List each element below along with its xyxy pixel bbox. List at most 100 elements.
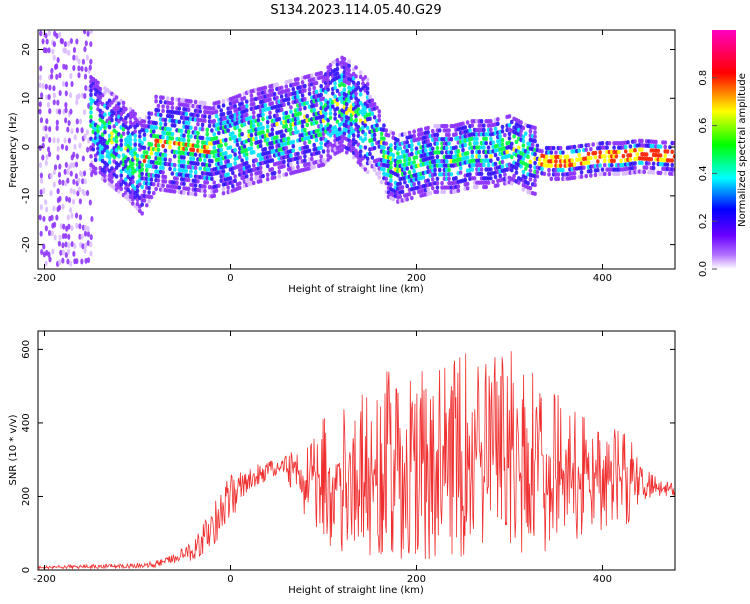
spectrogram-cell [265,163,270,169]
spectrogram-cell [410,143,414,148]
spectrogram-cell [161,165,165,171]
spectrogram-cell [551,145,556,151]
spectrogram-cell [600,167,605,172]
spectrogram-cell [107,120,112,125]
spectrogram-cell [145,128,149,133]
spectrogram-cell [80,171,84,178]
spectrogram-cell [370,155,375,160]
spectrogram-cell [379,131,384,137]
spectrogram-cell [64,107,68,114]
spectrogram-cell [396,173,400,178]
spectrogram-cell [237,137,242,142]
spectrogram-cell [265,172,270,178]
spectrogram-cell [540,166,544,172]
spectrogram-cell [149,194,154,200]
spectrogram-cell [240,131,244,137]
spectrogram-cell [189,99,193,104]
spectrogram-cell [200,127,205,132]
spectrogram-cell [114,174,119,179]
spectrogram-cell [58,163,62,170]
spectrogram-cell [407,130,412,135]
spectrogram-cell [275,121,279,127]
spectrogram-cell [512,173,516,179]
spectrogram-cell [128,137,133,142]
spectrogram-cell [147,190,151,195]
spectrogram-cell [210,176,214,181]
spectrogram-cell [254,136,258,141]
spectrogram-cell [665,149,670,154]
spectrogram-cell [489,167,493,172]
spectrogram-cell [56,56,60,63]
spectrogram-cell [468,141,472,146]
spectrogram-cell [333,94,337,99]
spectrogram-cell [75,55,79,62]
spectrogram-cell [212,180,217,185]
spectrogram-cell [533,191,537,196]
spectrogram-cell [249,133,254,138]
spectrogram-cell [335,119,340,124]
spectrogram-cell [472,176,477,181]
spectrogram-cell [547,172,551,177]
spectrogram-cell [244,99,249,104]
spectrogram-cell [77,93,81,100]
spectrogram-cell [156,108,161,113]
spectrogram-cell [221,103,226,108]
spectrogram-cell [65,145,69,152]
spectrogram-cell [414,146,419,151]
spectrogram-cell [50,214,54,221]
spectrogram-cell [60,143,65,150]
spectrogram-cell [303,127,307,133]
spectrogram-cell [314,120,319,125]
spectrogram-cell [48,84,52,91]
spectrogram-cell [286,114,291,119]
snr-xtick-label: -200 [33,574,56,585]
spectrogram-cell [228,154,233,159]
spectrogram-cell [110,100,114,105]
spectrogram-cell [83,93,87,100]
spectrogram-cell [389,182,393,188]
spectrogram-cell [468,128,472,133]
spectrogram-cell [258,139,263,144]
spectrogram-cell [479,119,484,124]
spectrogram-cell [61,257,65,264]
spectrogram-cell [286,136,291,141]
spectrogram-cell [579,174,584,179]
spectrogram-cell [41,38,45,45]
spectrogram-cell [496,121,500,126]
spectrogram-cell [300,124,305,129]
spectrogram-cell [52,169,56,176]
spectrogram-cell [98,95,103,100]
spectrogram-cell [530,142,535,148]
spectrogram-cell [244,174,249,179]
spectrogram-cell [558,163,563,168]
spectrogram-cell [314,89,319,95]
spectrogram-cell [435,185,440,190]
spectrogram-cell [484,140,489,146]
spectrogram-cell [57,171,62,178]
spectrogram-cell [156,173,161,179]
spectrogram-cell [268,97,272,102]
spectrogram-cell [314,137,319,143]
spectrogram-cell [593,150,598,156]
spectrogram-cell [449,172,454,177]
spectrogram-cell [347,68,351,73]
spectrogram-cell [479,167,484,172]
spectrogram-cell [616,171,621,177]
spectrogram-cell [628,157,633,162]
spectrogram-cell [500,124,505,130]
spectrogram-cell [207,163,212,168]
spectrogram-cell [509,168,514,173]
spectrogram-cell [284,172,289,177]
spectrogram-cell [275,95,279,100]
spectrogram-cell [305,122,310,128]
spectrogram-cell [328,115,333,120]
spectrogram-cell [98,86,103,92]
spectrogram-cell [200,135,205,141]
spectrogram-cell [154,125,158,130]
spectrogram-cell [170,114,175,119]
spectrogram-cell [423,148,428,153]
spectrogram-cell [56,145,60,152]
spectrogram-cell [96,80,100,85]
spectrogram-cell [500,129,505,134]
spectrogram-cell [103,112,107,117]
